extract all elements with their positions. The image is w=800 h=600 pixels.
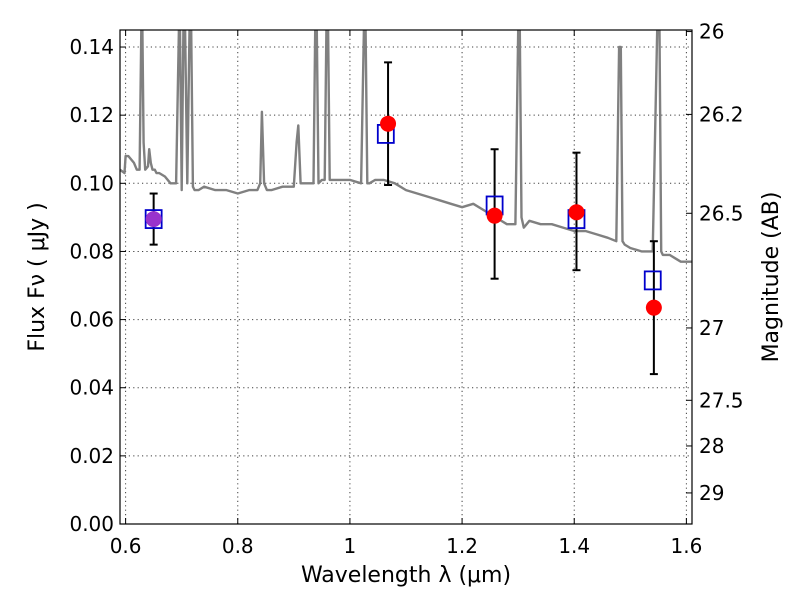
x-tick-label: 1 [344,534,357,558]
x-axis-title: Wavelength λ (μm) [301,563,511,588]
x-tick-label: 0.8 [222,534,254,558]
y-tick-label: 0.06 [69,308,114,332]
y-axis-title: Flux Fν ( μJy ) [25,202,50,351]
observed-point [380,115,397,132]
points-layer [144,61,662,376]
x-tick-label: 1.6 [670,534,702,558]
y2-tick-label: 26.5 [699,201,744,225]
y2-tick-label: 26 [699,20,724,44]
plot-background [120,30,692,524]
y2-tick-label: 29 [699,481,724,505]
y-tick-label: 0.00 [69,512,114,536]
y-tick-label: 0.02 [69,444,114,468]
series-layer [120,30,692,263]
observed-point [568,204,585,221]
y2-tick-label: 27.5 [699,388,744,412]
y-tick-label: 0.08 [69,239,114,263]
observed-point [486,207,503,224]
y-tick-label: 0.12 [69,103,114,127]
y2-tick-label: 27 [699,316,724,340]
y-tick-label: 0.04 [69,376,114,400]
model-point [643,270,662,291]
plot-frame [119,29,693,525]
y2-tick-label: 28 [699,434,724,458]
y2-axis-title: Magnitude (AB) [759,192,784,363]
observed-point [645,299,662,316]
x-tick-label: 0.6 [110,534,142,558]
y-tick-label: 0.14 [69,35,114,59]
axis-ticks: 0.6 0.8 1 1.2 1.4 1.6 0.00 0.02 0.04 0.06 0.08 0.10… [69,20,743,558]
observed-point [145,211,162,228]
y2-tick-label: 26.2 [699,102,744,126]
x-tick-label: 1.4 [558,534,590,558]
y-tick-label: 0.10 [69,171,114,195]
x-tick-label: 1.2 [446,534,478,558]
spectrum-line [120,30,692,263]
